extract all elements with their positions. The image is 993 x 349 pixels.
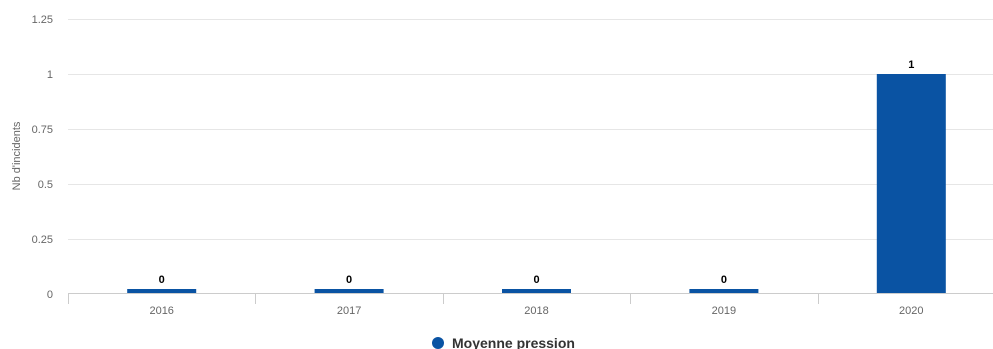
bar-2019[interactable] <box>689 289 759 294</box>
y-tick-label: 1.25 <box>32 14 53 26</box>
data-label-2018: 0 <box>533 274 539 286</box>
legend[interactable]: Moyenne pression <box>432 335 575 349</box>
y-axis-ticks: 0 0.25 0.5 0.75 1 1.25 <box>32 14 53 301</box>
x-tick-label-2019: 2019 <box>712 305 736 317</box>
y-tick-label: 0.5 <box>38 179 53 191</box>
legend-marker-icon <box>432 337 444 349</box>
bars[interactable] <box>127 74 946 294</box>
x-axis-ticks: 2016 2017 2018 2019 2020 <box>68 294 924 317</box>
x-tick-label-2017: 2017 <box>337 305 361 317</box>
bar-2017[interactable] <box>314 289 384 294</box>
x-tick-label-2018: 2018 <box>524 305 548 317</box>
bar-2018[interactable] <box>502 289 571 294</box>
y-axis-title: Nb d'incidents <box>11 121 23 190</box>
y-tick-label: 0.25 <box>32 234 53 246</box>
data-labels: 0 0 0 0 1 <box>159 59 915 286</box>
x-tick-label-2020: 2020 <box>899 305 923 317</box>
y-tick-label: 0.75 <box>32 124 53 136</box>
gridlines <box>68 19 993 240</box>
bar-2016[interactable] <box>127 289 197 294</box>
data-label-2016: 0 <box>159 274 165 286</box>
y-tick-label: 1 <box>47 69 53 81</box>
y-tick-label: 0 <box>47 289 53 301</box>
legend-item-moyenne-pression[interactable]: Moyenne pression <box>452 335 575 349</box>
x-tick-label-2016: 2016 <box>149 305 173 317</box>
data-label-2020: 1 <box>908 59 914 71</box>
data-label-2019: 0 <box>721 274 727 286</box>
data-label-2017: 0 <box>346 274 352 286</box>
bar-2020[interactable] <box>876 74 946 294</box>
